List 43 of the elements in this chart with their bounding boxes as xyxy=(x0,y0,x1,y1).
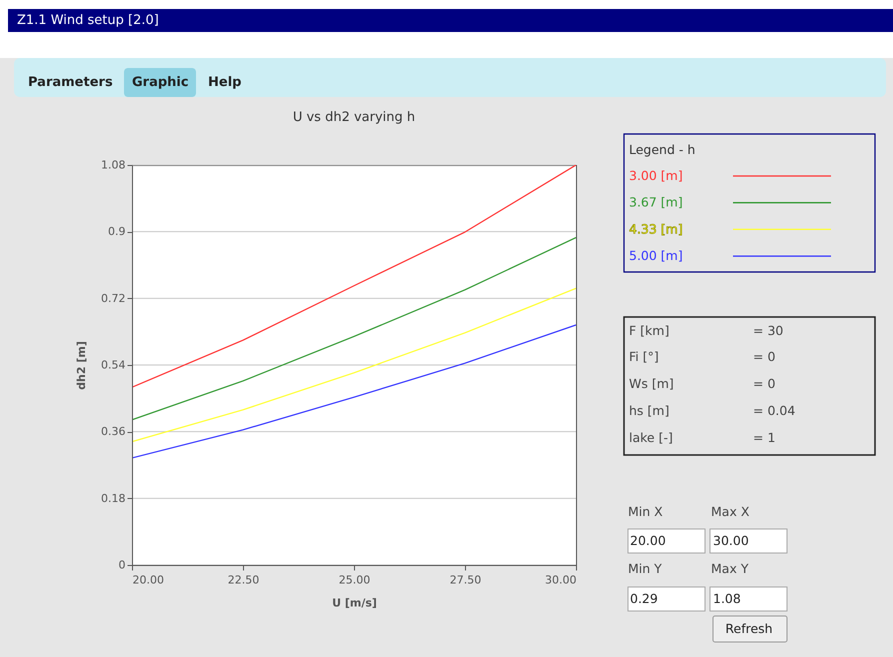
text: Help xyxy=(208,75,242,90)
x-tick-label: 22.50 xyxy=(228,574,260,586)
y-tick-label: 0.18 xyxy=(101,492,126,505)
x-tick-label: 25.00 xyxy=(338,574,370,586)
text: = 0.04 xyxy=(753,403,796,418)
text: 0.29 xyxy=(630,591,658,606)
y-tick-label: 0 xyxy=(118,558,126,572)
text: = 30 xyxy=(753,323,784,338)
text: 5.00 [m] xyxy=(629,248,683,264)
text: Min X xyxy=(628,504,664,519)
text: Max Y xyxy=(711,561,749,576)
text: 20.00 xyxy=(630,533,666,548)
y-tick-label: 1.08 xyxy=(101,158,126,172)
text: Min Y xyxy=(628,561,662,576)
x-axis-title: U [m/s] xyxy=(332,596,377,610)
text: hs [m] xyxy=(629,403,670,418)
text: 3.00 [m] xyxy=(629,168,683,183)
y-tick-label: 0.9 xyxy=(108,225,126,238)
text: Z1.1 Wind setup [2.0] xyxy=(17,13,159,28)
x-tick-label: 20.00 xyxy=(132,574,164,586)
text: 1.08 xyxy=(713,591,741,606)
x-tick-label: 30.00 xyxy=(545,574,576,586)
text: 30.00 xyxy=(713,533,749,548)
text: lake [-] xyxy=(629,430,673,445)
x-tick-label: 27.50 xyxy=(450,574,482,586)
y-tick-label: 0.54 xyxy=(101,358,126,372)
text: = 1 xyxy=(753,430,776,445)
text: 4.33 [m] xyxy=(629,221,683,236)
y-tick-label: 0.72 xyxy=(101,292,126,305)
text: Parameters xyxy=(28,75,113,90)
text: F [km] xyxy=(629,323,670,338)
y-axis-title: dh2 [m] xyxy=(75,341,88,390)
text: Refresh xyxy=(725,621,773,636)
text: = 0 xyxy=(753,349,776,364)
text: Fi [°] xyxy=(629,349,659,364)
text: = 0 xyxy=(753,376,776,391)
text: Max X xyxy=(711,504,750,519)
text: Ws [m] xyxy=(629,376,674,391)
legend-title: Legend - h xyxy=(629,142,696,157)
text: Graphic xyxy=(132,75,189,90)
chart-title: U vs dh2 varying h xyxy=(292,110,416,125)
text: 3.67 [m] xyxy=(629,194,683,210)
y-tick-label: 0.36 xyxy=(101,425,126,438)
